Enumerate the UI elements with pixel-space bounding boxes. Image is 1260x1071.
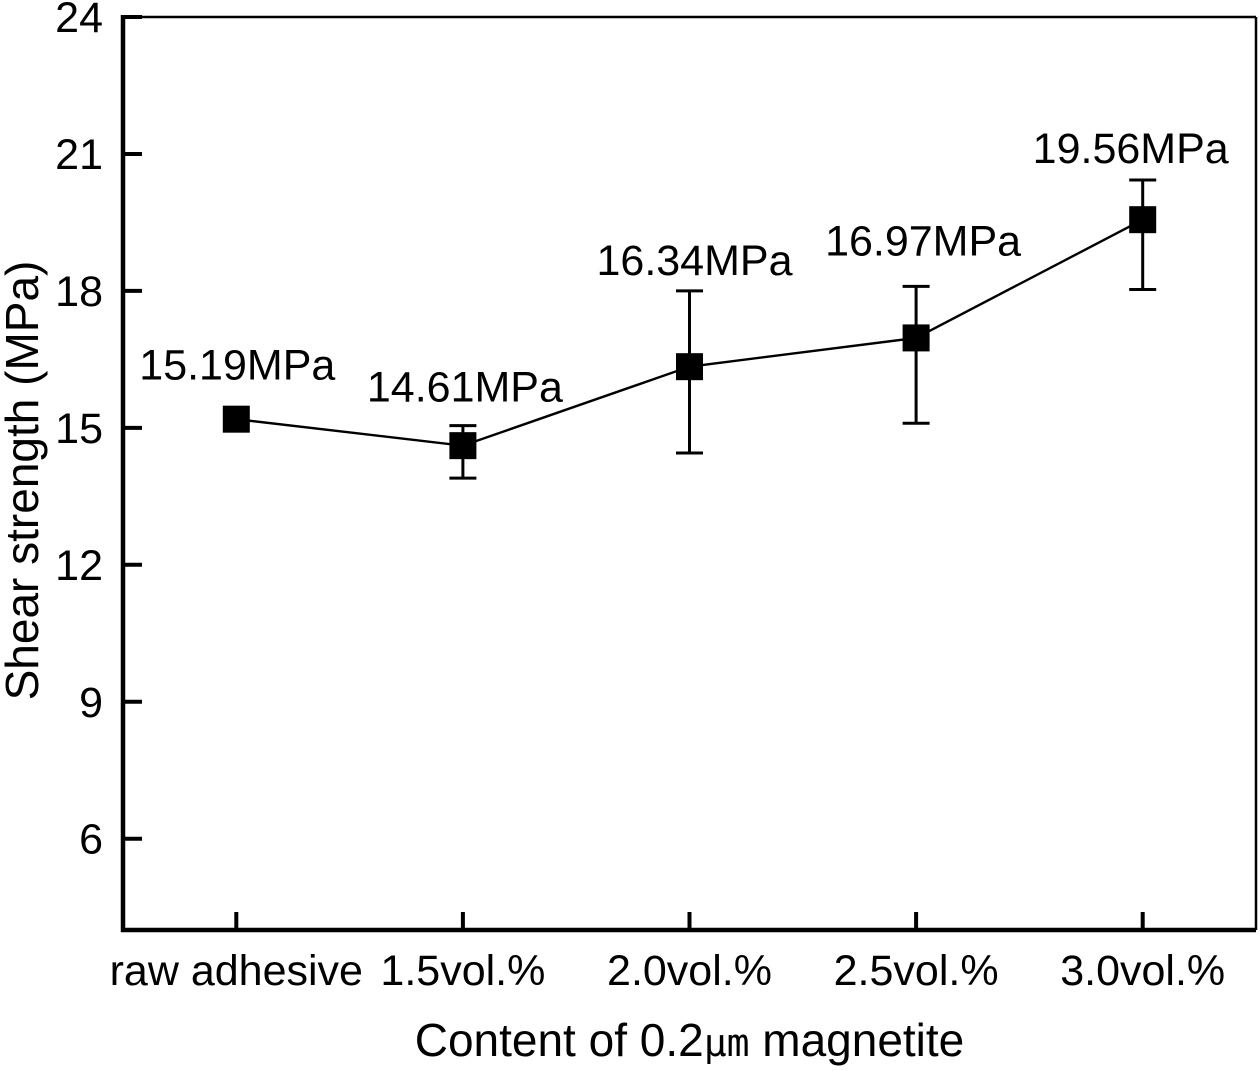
y-tick-label: 18 [55,268,103,316]
data-point-marker [902,324,930,352]
data-point-label: 15.19MPa [139,342,335,390]
y-tick-label: 24 [55,0,103,42]
micrometre-symbol: μm [704,1021,750,1065]
x-category-label: 1.5vol.% [380,947,545,995]
x-category-label: 2.0vol.% [607,947,772,995]
data-point-label: 16.97MPa [825,217,1021,265]
x-category-label: 3.0vol.% [1060,947,1225,995]
y-tick-label: 21 [55,131,103,179]
data-point-label: 16.34MPa [596,237,792,285]
y-tick-label: 9 [79,679,103,727]
data-point-marker [222,405,250,433]
data-point-marker [1129,206,1157,234]
data-point-marker [676,353,703,381]
data-point-label: 14.61MPa [367,364,563,412]
x-axis-title-prefix: Content of 0.2 [415,1014,704,1066]
x-axis-title: Content of 0.2μm magnetite [415,1014,965,1066]
data-point-marker [449,432,477,460]
data-point-label: 19.56MPa [1033,125,1229,173]
x-category-label: raw adhesive [110,947,363,995]
y-tick-label: 6 [79,816,103,864]
y-tick-label: 15 [55,405,103,453]
x-category-label: 2.5vol.% [834,947,999,995]
x-axis-title-suffix: magnetite [749,1014,964,1066]
y-axis-title: Shear strength (MPa) [0,261,48,701]
y-tick-label: 12 [55,542,103,590]
